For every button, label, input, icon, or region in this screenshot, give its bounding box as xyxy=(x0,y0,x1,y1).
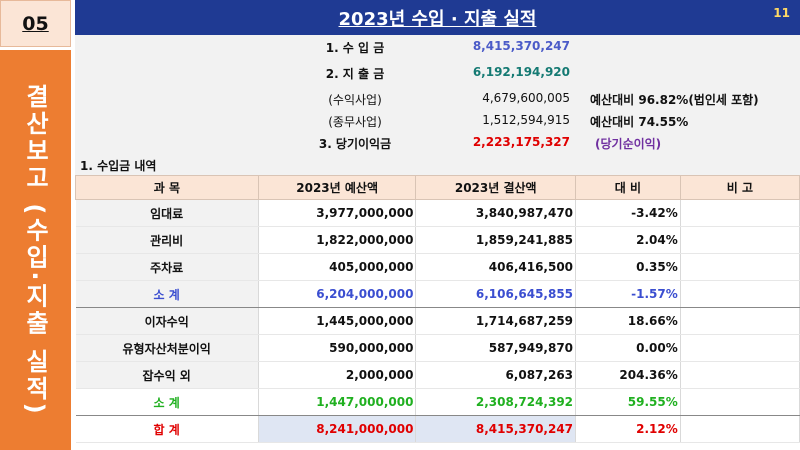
header-item: 과 목 xyxy=(75,175,259,200)
row-actual: 8,415,370,247 xyxy=(415,415,577,443)
summary-note-religious: 예산대비 74.55% xyxy=(590,115,689,129)
row-ratio: 2.04% xyxy=(575,226,681,254)
row-ratio: 0.35% xyxy=(575,253,681,281)
row-actual: 406,416,500 xyxy=(415,253,577,281)
row-budget: 2,000,000 xyxy=(258,361,417,389)
row-budget: 1,445,000,000 xyxy=(258,307,417,335)
row-budget: 590,000,000 xyxy=(258,334,417,362)
row-item: 소 계 xyxy=(75,280,259,308)
summary-value-profit-business: 4,679,600,005 xyxy=(482,91,570,105)
row-ratio: -1.57% xyxy=(575,280,681,308)
row-actual: 1,859,241,885 xyxy=(415,226,577,254)
summary-note-net-income: (당기순이익) xyxy=(595,137,662,151)
row-budget: 405,000,000 xyxy=(258,253,417,281)
row-note xyxy=(680,253,800,281)
summary-value-expense: 6,192,194,920 xyxy=(472,65,570,79)
summary-label-net-income: 3. 당기이익금 xyxy=(318,137,392,151)
row-note xyxy=(680,334,800,362)
row-ratio: 0.00% xyxy=(575,334,681,362)
income-table: 과 목 2023년 예산액 2023년 결산액 대 비 비 고 임대료 3,97… xyxy=(75,175,800,443)
subtotal-row: 소 계 6,204,000,000 6,106,645,855 -1.57% xyxy=(75,280,800,308)
summary-label-profit-business: (수익사업) xyxy=(328,93,382,107)
row-ratio: 204.36% xyxy=(575,361,681,389)
row-ratio: 18.66% xyxy=(575,307,681,335)
header-note: 비 고 xyxy=(679,175,800,200)
header-ratio: 대 비 xyxy=(575,175,681,200)
row-item: 합 계 xyxy=(75,415,259,443)
section-number: 05 xyxy=(22,12,49,35)
summary-value-net-income: 2,223,175,327 xyxy=(472,135,570,149)
summary-label-expense: 2. 지 출 금 xyxy=(325,67,385,81)
summary-label-income: 1. 수 입 금 xyxy=(325,41,385,55)
row-ratio: 2.12% xyxy=(575,415,681,443)
table-row: 이자수익 1,445,000,000 1,714,687,259 18.66% xyxy=(75,307,800,335)
row-item: 관리비 xyxy=(75,226,259,254)
summary-label-religious: (종무사업) xyxy=(328,115,382,129)
title-bar: 2023년 수입 · 지출 실적 11 xyxy=(75,0,800,35)
total-row: 합 계 8,241,000,000 8,415,370,247 2.12% xyxy=(75,415,800,443)
row-budget: 1,447,000,000 xyxy=(258,388,417,416)
section-number-badge: 05 xyxy=(0,0,71,47)
row-budget: 8,241,000,000 xyxy=(258,415,417,443)
page-number: 11 xyxy=(773,6,790,20)
row-budget: 1,822,000,000 xyxy=(258,226,417,254)
row-note xyxy=(680,307,800,335)
row-actual: 2,308,724,392 xyxy=(415,388,577,416)
table-row: 주차료 405,000,000 406,416,500 0.35% xyxy=(75,253,800,281)
row-note xyxy=(680,361,800,389)
row-item: 이자수익 xyxy=(75,307,259,335)
row-budget: 3,977,000,000 xyxy=(258,199,417,227)
row-ratio: -3.42% xyxy=(575,199,681,227)
row-note xyxy=(680,199,800,227)
row-note xyxy=(680,388,800,416)
row-budget: 6,204,000,000 xyxy=(258,280,417,308)
table-row: 유형자산처분이익 590,000,000 587,949,870 0.00% xyxy=(75,334,800,362)
summary-panel xyxy=(75,35,800,175)
row-item: 임대료 xyxy=(75,199,259,227)
side-title: 결산보고 (수입·지출 실적) xyxy=(21,83,49,417)
row-item: 소 계 xyxy=(75,388,259,416)
header-actual: 2023년 결산액 xyxy=(415,175,577,200)
section-title: 1. 수입금 내역 xyxy=(80,159,157,173)
row-note xyxy=(680,226,800,254)
row-ratio: 59.55% xyxy=(575,388,681,416)
side-panel: 결산보고 (수입·지출 실적) xyxy=(0,50,71,450)
table-row: 관리비 1,822,000,000 1,859,241,885 2.04% xyxy=(75,226,800,254)
table-row: 임대료 3,977,000,000 3,840,987,470 -3.42% xyxy=(75,199,800,227)
row-actual: 6,087,263 xyxy=(415,361,577,389)
row-actual: 587,949,870 xyxy=(415,334,577,362)
summary-value-income: 8,415,370,247 xyxy=(472,39,570,53)
table-row: 잡수익 외 2,000,000 6,087,263 204.36% xyxy=(75,361,800,389)
table-header-row: 과 목 2023년 예산액 2023년 결산액 대 비 비 고 xyxy=(75,175,800,200)
header-budget: 2023년 예산액 xyxy=(257,175,417,200)
row-actual: 3,840,987,470 xyxy=(415,199,577,227)
row-note xyxy=(680,415,800,443)
row-actual: 1,714,687,259 xyxy=(415,307,577,335)
summary-note-profit-business: 예산대비 96.82%(법인세 포함) xyxy=(590,93,759,107)
row-actual: 6,106,645,855 xyxy=(415,280,577,308)
page-title: 2023년 수입 · 지출 실적 xyxy=(338,8,537,30)
row-item: 주차료 xyxy=(75,253,259,281)
row-note xyxy=(680,280,800,308)
row-item: 잡수익 외 xyxy=(75,361,259,389)
summary-value-religious: 1,512,594,915 xyxy=(482,113,570,127)
row-item: 유형자산처분이익 xyxy=(75,334,259,362)
subtotal-row: 소 계 1,447,000,000 2,308,724,392 59.55% xyxy=(75,388,800,416)
